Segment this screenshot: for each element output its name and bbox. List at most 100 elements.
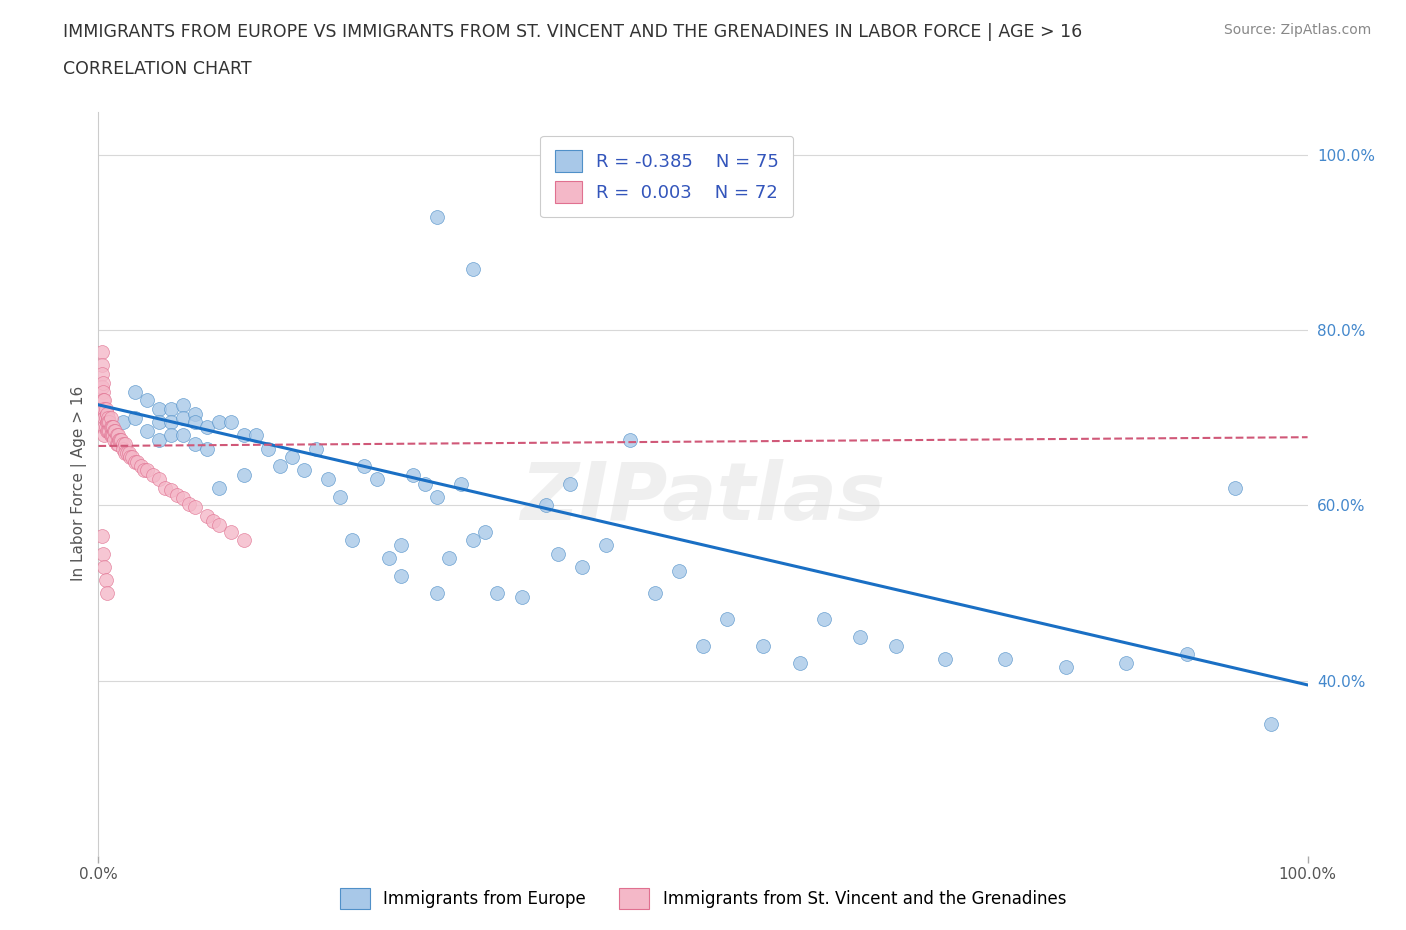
Point <box>463 533 485 548</box>
Point <box>221 415 243 430</box>
Point <box>97 424 120 439</box>
Point <box>103 432 125 447</box>
Point <box>118 445 141 460</box>
Point <box>124 384 146 399</box>
Point <box>101 419 124 434</box>
Point <box>96 586 118 601</box>
Point <box>342 533 364 548</box>
Point <box>389 568 412 583</box>
Point <box>534 498 557 513</box>
Point <box>94 410 117 425</box>
Point <box>716 612 738 627</box>
Text: CORRELATION CHART: CORRELATION CHART <box>63 60 252 78</box>
Point <box>668 564 690 578</box>
Point <box>91 345 114 360</box>
Text: IMMIGRANTS FROM EUROPE VS IMMIGRANTS FROM ST. VINCENT AND THE GRENADINES IN LABO: IMMIGRANTS FROM EUROPE VS IMMIGRANTS FRO… <box>63 23 1083 41</box>
Point <box>172 491 194 506</box>
Point <box>93 402 115 417</box>
Text: ZIPatlas: ZIPatlas <box>520 459 886 538</box>
Point <box>160 428 183 443</box>
Point <box>97 410 120 425</box>
Point <box>100 410 122 425</box>
Point <box>208 517 231 532</box>
Point <box>195 441 218 456</box>
Point <box>148 472 170 486</box>
Point <box>107 437 129 452</box>
Point <box>426 586 449 601</box>
Point <box>110 432 132 447</box>
Point <box>97 415 120 430</box>
Point <box>93 428 115 443</box>
Point <box>135 424 157 439</box>
Point <box>129 458 152 473</box>
Point <box>100 419 122 434</box>
Point <box>148 432 170 447</box>
Point <box>1175 647 1198 662</box>
Point <box>934 651 956 666</box>
Point <box>558 476 581 491</box>
Point <box>142 468 165 483</box>
Point <box>96 424 118 439</box>
Point <box>166 487 188 502</box>
Point <box>121 450 143 465</box>
Point <box>994 651 1017 666</box>
Point <box>692 638 714 653</box>
Point <box>124 454 146 469</box>
Point <box>107 428 129 443</box>
Point <box>124 410 146 425</box>
Point <box>813 612 835 627</box>
Point <box>184 499 207 514</box>
Point <box>426 209 449 224</box>
Point <box>96 406 118 421</box>
Point <box>93 419 115 434</box>
Point <box>114 445 136 460</box>
Point <box>98 424 121 439</box>
Point <box>100 428 122 443</box>
Point <box>245 428 267 443</box>
Point <box>450 476 472 491</box>
Point <box>752 638 775 653</box>
Point <box>1260 717 1282 732</box>
Point <box>232 468 254 483</box>
Point <box>108 432 131 447</box>
Point <box>377 551 399 565</box>
Point <box>184 437 207 452</box>
Point <box>208 415 231 430</box>
Point <box>91 402 114 417</box>
Point <box>644 586 666 601</box>
Point <box>100 428 122 443</box>
Point <box>789 656 811 671</box>
Point <box>103 424 125 439</box>
Point <box>93 559 115 574</box>
Point <box>463 261 485 276</box>
Point <box>111 437 134 452</box>
Point <box>437 551 460 565</box>
Point <box>93 410 115 425</box>
Point <box>114 437 136 452</box>
Point <box>93 393 115 408</box>
Point <box>172 410 194 425</box>
Point <box>184 406 207 421</box>
Point <box>221 525 243 539</box>
Point <box>160 402 183 417</box>
Point <box>849 630 872 644</box>
Point <box>91 393 114 408</box>
Text: Source: ZipAtlas.com: Source: ZipAtlas.com <box>1223 23 1371 37</box>
Point <box>547 546 569 561</box>
Point <box>94 419 117 434</box>
Point <box>108 432 131 447</box>
Point <box>426 489 449 504</box>
Point <box>1115 656 1137 671</box>
Point <box>101 428 124 443</box>
Point <box>91 379 114 394</box>
Y-axis label: In Labor Force | Age > 16: In Labor Force | Age > 16 <box>72 386 87 581</box>
Point <box>413 476 436 491</box>
Point <box>172 428 194 443</box>
Point <box>135 393 157 408</box>
Point <box>510 590 533 604</box>
Point <box>595 538 617 552</box>
Point <box>486 586 509 601</box>
Point <box>195 419 218 434</box>
Point <box>135 463 157 478</box>
Point <box>179 497 201 512</box>
